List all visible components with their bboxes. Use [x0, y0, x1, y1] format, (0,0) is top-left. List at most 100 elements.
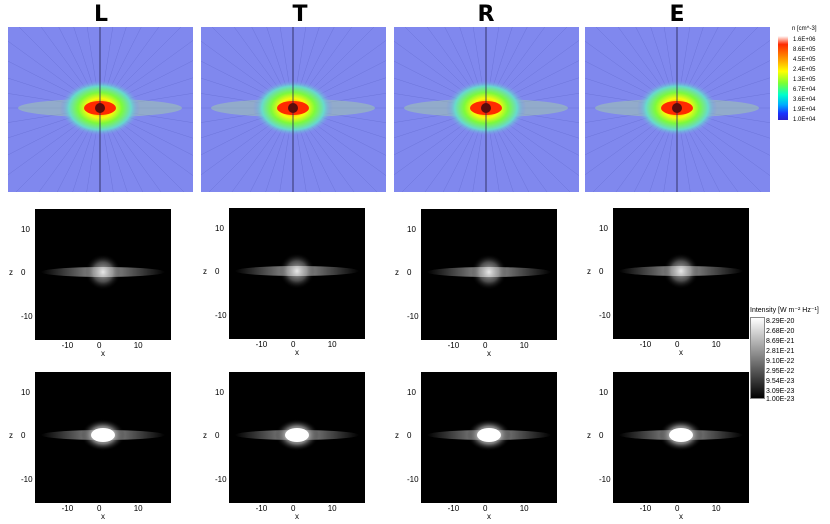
intensity-tick: 9.10E-22	[766, 358, 795, 365]
intensity-image	[421, 209, 557, 340]
x-tick-label: 10	[711, 340, 721, 349]
intensity-image	[229, 372, 365, 503]
density-tick: 1.9E+04	[793, 107, 816, 113]
density-tick: 1.6E+06	[793, 37, 816, 43]
z-tick-label: 0	[215, 266, 220, 276]
column-title-t: T	[292, 2, 308, 27]
x-axis-label: x	[679, 512, 683, 521]
density-tick: 3.6E+04	[793, 97, 816, 103]
z-tick-label: 10	[21, 387, 30, 397]
intensity-tick: 1.00E-23	[766, 396, 795, 403]
intensity-tick: 3.09E-23	[766, 388, 795, 395]
intensity-colorbar-title: Intensity [W m⁻² Hz⁻¹]	[750, 307, 819, 314]
z-tick-label: -10	[215, 475, 227, 485]
density-map-r	[394, 27, 579, 192]
density-tick: 4.5E+05	[793, 57, 816, 63]
intensity-panel-l-row3	[35, 372, 171, 503]
z-tick-label: 0	[599, 430, 604, 440]
density-map-t	[201, 27, 386, 192]
density-tick: 8.6E+05	[793, 47, 816, 53]
z-tick-label: 10	[21, 224, 30, 234]
z-tick-label: -10	[215, 311, 227, 321]
z-tick-label: 0	[407, 267, 412, 277]
density-colorbar	[778, 36, 788, 120]
x-tick-label: 10	[133, 341, 143, 350]
z-tick-label: 0	[215, 430, 220, 440]
intensity-image	[35, 209, 171, 340]
density-map-plot	[394, 27, 579, 192]
intensity-panel-t-row2	[229, 208, 365, 339]
intensity-image	[421, 372, 557, 503]
x-tick-label: 0	[97, 504, 102, 513]
x-axis-label: x	[101, 512, 105, 521]
x-axis-label: x	[487, 349, 491, 358]
z-tick-label: -10	[407, 475, 419, 485]
x-tick-label: 0	[483, 504, 488, 513]
z-tick-label: 0	[21, 267, 26, 277]
density-tick: 2.4E+05	[793, 67, 816, 73]
z-tick-label: 0	[599, 266, 604, 276]
intensity-panel-r-row2	[421, 209, 557, 340]
density-tick: 1.3E+05	[793, 77, 816, 83]
z-axis-label: z	[9, 267, 13, 277]
z-axis-label: z	[587, 266, 591, 276]
x-tick-label: 0	[675, 340, 680, 349]
z-axis-label: z	[395, 430, 399, 440]
x-tick-label: -10	[447, 341, 460, 350]
column-title-r: R	[477, 2, 495, 27]
x-tick-label: 0	[675, 504, 680, 513]
intensity-image	[229, 208, 365, 339]
x-tick-label: 10	[327, 340, 337, 349]
x-axis-label: x	[295, 512, 299, 521]
z-tick-label: 10	[407, 387, 416, 397]
density-map-plot	[8, 27, 193, 192]
density-tick: 1.0E+04	[793, 117, 816, 123]
x-tick-label: -10	[447, 504, 460, 513]
density-map-e	[585, 27, 770, 192]
density-map-plot	[585, 27, 770, 192]
x-tick-label: -10	[639, 504, 652, 513]
intensity-tick: 2.68E-20	[766, 328, 795, 335]
x-tick-label: 0	[291, 340, 296, 349]
column-title-l: L	[93, 2, 109, 27]
x-tick-label: 0	[291, 504, 296, 513]
intensity-image	[613, 372, 749, 503]
z-tick-label: -10	[21, 475, 33, 485]
x-tick-label: 10	[711, 504, 721, 513]
z-tick-label: 10	[407, 224, 416, 234]
z-tick-label: -10	[599, 311, 611, 321]
column-title-e: E	[669, 2, 685, 27]
x-tick-label: 0	[483, 341, 488, 350]
z-tick-label: 10	[599, 387, 608, 397]
intensity-panel-e-row2	[613, 208, 749, 339]
z-tick-label: 0	[407, 430, 412, 440]
intensity-panel-t-row3	[229, 372, 365, 503]
z-axis-label: z	[203, 430, 207, 440]
z-axis-label: z	[9, 430, 13, 440]
z-tick-label: 0	[21, 430, 26, 440]
x-tick-label: 10	[519, 341, 529, 350]
intensity-image	[613, 208, 749, 339]
x-axis-label: x	[295, 348, 299, 357]
x-tick-label: -10	[61, 341, 74, 350]
x-axis-label: x	[487, 512, 491, 521]
intensity-tick: 8.29E-20	[766, 318, 795, 325]
density-colorbar-title: n [cm^-3]	[792, 26, 817, 32]
intensity-panel-e-row3	[613, 372, 749, 503]
z-axis-label: z	[203, 266, 207, 276]
z-tick-label: 10	[599, 223, 608, 233]
z-tick-label: 10	[215, 387, 224, 397]
x-tick-label: -10	[639, 340, 652, 349]
intensity-tick: 2.95E-22	[766, 368, 795, 375]
intensity-panel-l-row2	[35, 209, 171, 340]
intensity-colorbar	[750, 317, 765, 399]
intensity-tick: 8.69E-21	[766, 338, 795, 345]
intensity-image	[35, 372, 171, 503]
z-tick-label: -10	[599, 475, 611, 485]
density-map-l	[8, 27, 193, 192]
z-tick-label: -10	[407, 312, 419, 322]
x-axis-label: x	[679, 348, 683, 357]
x-tick-label: -10	[61, 504, 74, 513]
intensity-tick: 9.54E-23	[766, 378, 795, 385]
intensity-tick: 2.81E-21	[766, 348, 795, 355]
